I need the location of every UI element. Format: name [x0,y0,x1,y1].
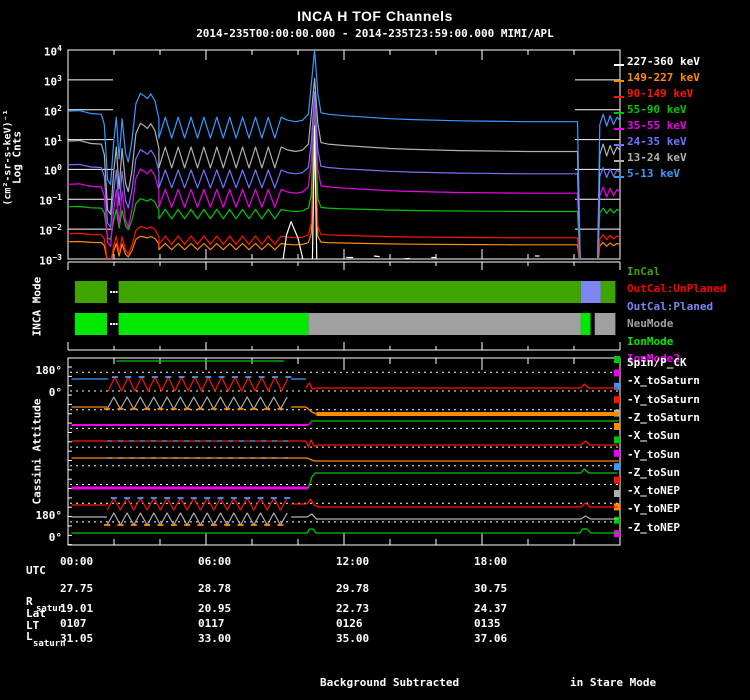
log-tick-label: 10−2 [39,223,62,238]
ephemeris-value: 0117 [198,617,225,630]
legend-item-tof: 35-55 keV [627,119,687,132]
ephemeris-value: 28.78 [198,582,232,595]
mode-axis-label: INCA Mode [30,276,44,337]
legend-item-tof: 55-90 keV [627,103,687,116]
utc-tick-label: 12:00 [336,555,370,568]
utc-tick-label: 00:00 [60,555,94,568]
legend-item-attitude: -Z_toSaturn [627,410,700,424]
ephemeris-value: 27.75 [60,582,94,595]
mode-bar-segment [74,281,108,303]
attitude-right-tick [614,476,620,484]
legend-item-tof: 24-35 keV [627,135,687,148]
footer-note-right: in Stare Mode [570,676,657,689]
mode-bar-segment [580,313,591,335]
mode-bar-segment [118,313,309,335]
attitude-axis-label: Cassini Attitude [30,398,44,505]
ephemeris-row-label: Lat [26,607,46,620]
legend-item-mode: NeuMode [627,317,674,331]
attitude-right-tick [614,463,620,471]
plot-subtitle: 2014-235T00:00:00.000 - 2014-235T23:59:0… [196,27,554,40]
log-tick-label: 102 [43,103,62,119]
tof-series [68,50,620,259]
legend-item-attitude: -X_toNEP [627,484,680,498]
ephemeris-value: 30.75 [474,582,508,595]
ephemeris-value: 35.00 [336,632,370,645]
ephemeris-value: 24.37 [474,602,508,615]
legend-item-mode: IonMode [627,334,674,348]
legend-item-attitude: -Y_toSun [627,447,680,461]
ephemeris-value: 0126 [336,617,363,630]
legend-item-mode: IonMode2 [627,352,680,365]
ephemeris-value: 19.01 [60,602,94,615]
ephemeris-value: 20.95 [198,602,232,615]
ephemeris-row-label: LT [26,619,40,632]
utc-tick-label: 06:00 [198,555,232,568]
legend-item-attitude: -X_toSaturn [627,374,700,388]
legend-item-attitude: -Y_toNEP [627,502,680,516]
tof-panel [67,49,624,260]
deg-tick-label: 0° [48,386,62,399]
legend-item-tof: 13-24 keV [627,151,687,164]
utc-row-label: UTC [26,564,46,577]
ephemeris-value: 33.00 [198,632,232,645]
attitude-right-tick [614,436,620,444]
attitude-right-tick [614,449,620,457]
legend-item-mode: InCal [627,265,661,278]
log-axis-units: (cm²-sr-s-keV)⁻¹ [2,109,14,206]
legend-item-tof: 90-149 keV [627,87,694,100]
mode-bar-segment [580,281,601,303]
ephemeris-row-label: L [26,630,33,643]
deg-tick-label: 180° [35,364,63,377]
legend-item-attitude: -Y_toSaturn [627,392,700,406]
legend-item-tof: 5-13 keV [627,167,680,180]
page-title: INCA H TOF Channels [297,8,453,24]
mode-panel [67,261,621,351]
mode-bar-segment [118,281,581,303]
attitude-right-tick [614,356,620,363]
attitude-right-tick [614,396,620,404]
log-tick-label: 10−3 [39,253,62,268]
attitude-panel [67,356,621,546]
log-tick-label: 100 [43,163,62,179]
ephemeris-value: 0107 [60,617,87,630]
mode-bar-segment [308,313,581,335]
ephemeris-value: 31.05 [60,632,94,645]
legend-item-attitude: Spin/P_CK [627,356,687,369]
footer-note-left: Background Subtracted [320,676,460,689]
ephemeris-row-sublabel: saturn [33,639,66,649]
ephemeris-row-sublabel: satur [36,604,64,614]
attitude-right-tick [614,530,620,538]
log-tick-label: 101 [43,133,62,149]
deg-tick-label: 180° [35,509,63,522]
mode-bar-segment [594,313,616,335]
ephemeris-value: 29.78 [336,582,370,595]
attitude-right-tick [614,516,620,524]
attitude-right-tick [614,369,620,377]
legend-item-attitude: -Z_toNEP [627,520,680,534]
legend-item-tof: 149-227 keV [627,71,700,84]
legend-item-mode: OutCal:Planed [627,299,714,313]
log-tick-label: 103 [43,73,62,89]
mode-bar-segment [74,313,108,335]
ephemeris-value: 37.06 [474,632,508,645]
ephemeris-value: 0135 [474,617,501,630]
deg-tick-label: 0° [48,531,62,544]
attitude-traces [71,360,619,534]
attitude-right-tick [614,490,620,497]
legend-item-mode: OutCal:UnPlaned [627,282,727,296]
legend-item-attitude: -Z_toSun [627,465,680,479]
legend-item-tof: 227-360 keV [627,55,700,68]
ephemeris-row-label: R [26,595,33,608]
log-tick-label: 10−1 [39,193,62,208]
mode-bar-segment [600,281,616,303]
utc-tick-label: 18:00 [474,555,508,568]
attitude-right-tick [614,382,620,390]
attitude-right-tick [614,423,620,430]
log-tick-label: 104 [43,44,62,59]
legend-item-attitude: -X_toSun [627,429,680,443]
ephemeris-value: 22.73 [336,602,370,615]
